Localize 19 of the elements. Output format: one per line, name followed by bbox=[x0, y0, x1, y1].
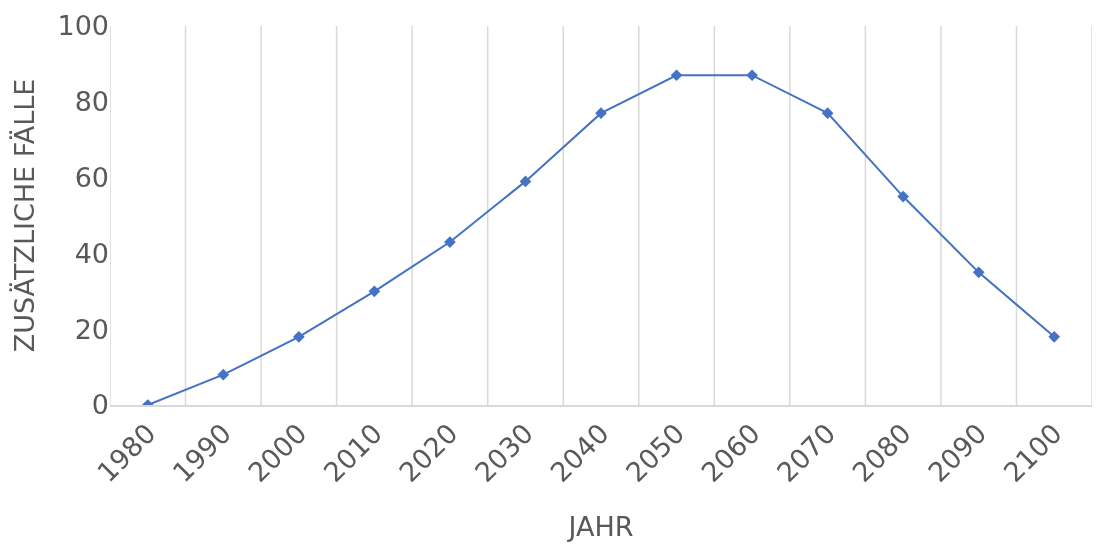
y-axis-title: ZUSÄTZLICHE FÄLLE bbox=[8, 78, 40, 353]
y-tick-label: 0 bbox=[91, 389, 109, 421]
point bbox=[293, 330, 305, 343]
y-tick-label: 40 bbox=[74, 237, 109, 269]
point bbox=[972, 266, 985, 279]
point bbox=[595, 107, 607, 120]
point bbox=[519, 175, 532, 188]
x-axis-title: JAHR bbox=[566, 510, 634, 542]
y-tick-label: 20 bbox=[74, 313, 109, 345]
point bbox=[897, 190, 909, 203]
point bbox=[746, 69, 758, 82]
point bbox=[217, 368, 230, 381]
point bbox=[368, 285, 381, 298]
point bbox=[670, 69, 683, 82]
point bbox=[1048, 330, 1061, 343]
y-tick-label: 100 bbox=[57, 10, 109, 42]
y-tick-label: 60 bbox=[74, 162, 109, 194]
y-tick-label: 80 bbox=[74, 86, 109, 118]
point bbox=[821, 107, 834, 120]
